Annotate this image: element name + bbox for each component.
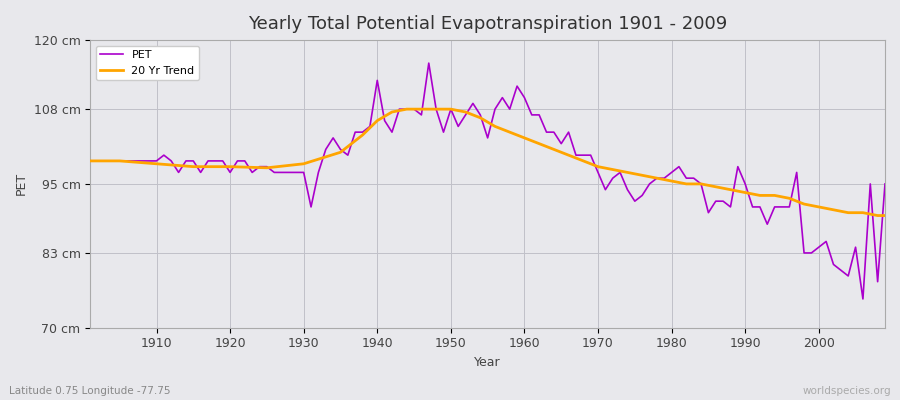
PET xyxy=(858,296,868,301)
20 Yr Trend xyxy=(696,182,706,186)
Text: worldspecies.org: worldspecies.org xyxy=(803,386,891,396)
20 Yr Trend xyxy=(446,107,456,112)
20 Yr Trend xyxy=(475,115,486,120)
20 Yr Trend xyxy=(872,213,883,218)
20 Yr Trend xyxy=(225,164,236,169)
20 Yr Trend xyxy=(622,170,633,175)
20 Yr Trend xyxy=(754,193,765,198)
20 Yr Trend xyxy=(431,107,442,112)
X-axis label: Year: Year xyxy=(474,356,501,369)
20 Yr Trend xyxy=(188,164,199,169)
20 Yr Trend xyxy=(151,161,162,166)
20 Yr Trend xyxy=(770,193,780,198)
20 Yr Trend xyxy=(357,133,368,138)
PET xyxy=(144,158,155,163)
PET xyxy=(85,158,95,163)
Line: 20 Yr Trend: 20 Yr Trend xyxy=(90,109,885,216)
20 Yr Trend xyxy=(262,166,273,170)
20 Yr Trend xyxy=(725,187,736,192)
20 Yr Trend xyxy=(563,153,574,158)
20 Yr Trend xyxy=(879,213,890,218)
Text: Latitude 0.75 Longitude -77.75: Latitude 0.75 Longitude -77.75 xyxy=(9,386,170,396)
20 Yr Trend xyxy=(798,202,809,206)
20 Yr Trend xyxy=(608,167,618,172)
Y-axis label: PET: PET xyxy=(15,172,28,196)
20 Yr Trend xyxy=(401,107,412,112)
20 Yr Trend xyxy=(578,158,589,163)
20 Yr Trend xyxy=(534,141,544,146)
20 Yr Trend xyxy=(740,190,751,195)
20 Yr Trend xyxy=(652,176,662,180)
PET xyxy=(526,112,537,117)
20 Yr Trend xyxy=(504,130,515,134)
Line: PET: PET xyxy=(90,63,885,299)
PET xyxy=(615,170,626,175)
20 Yr Trend xyxy=(114,158,125,163)
20 Yr Trend xyxy=(666,179,677,184)
20 Yr Trend xyxy=(372,118,382,123)
20 Yr Trend xyxy=(460,110,471,114)
20 Yr Trend xyxy=(592,164,603,169)
PET xyxy=(350,130,361,134)
20 Yr Trend xyxy=(387,110,398,114)
20 Yr Trend xyxy=(828,208,839,212)
20 Yr Trend xyxy=(335,150,346,155)
20 Yr Trend xyxy=(681,182,692,186)
20 Yr Trend xyxy=(784,196,795,201)
PET xyxy=(423,61,434,66)
20 Yr Trend xyxy=(490,124,500,129)
20 Yr Trend xyxy=(548,147,559,152)
20 Yr Trend xyxy=(842,210,853,215)
Legend: PET, 20 Yr Trend: PET, 20 Yr Trend xyxy=(95,46,199,80)
20 Yr Trend xyxy=(814,204,824,209)
20 Yr Trend xyxy=(298,161,309,166)
20 Yr Trend xyxy=(710,184,721,189)
20 Yr Trend xyxy=(519,136,530,140)
20 Yr Trend xyxy=(637,173,648,178)
Title: Yearly Total Potential Evapotranspiration 1901 - 2009: Yearly Total Potential Evapotranspiratio… xyxy=(248,15,727,33)
20 Yr Trend xyxy=(858,210,868,215)
20 Yr Trend xyxy=(85,158,95,163)
PET xyxy=(879,182,890,186)
20 Yr Trend xyxy=(416,107,427,112)
PET xyxy=(306,204,317,209)
PET xyxy=(519,95,530,100)
